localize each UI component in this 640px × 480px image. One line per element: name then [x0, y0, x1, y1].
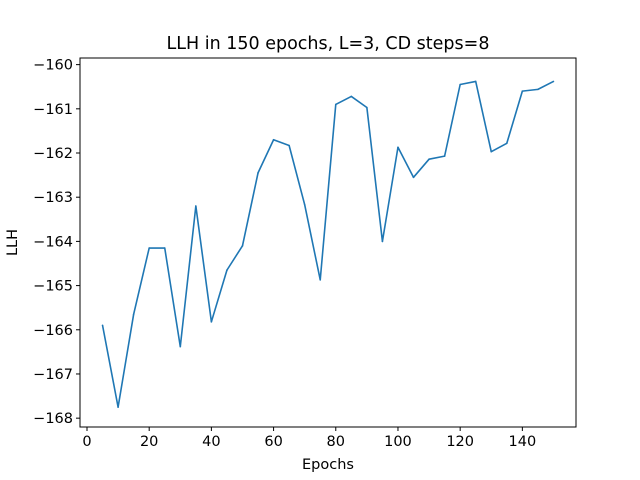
data-point: [195, 205, 197, 207]
data-point: [350, 95, 353, 98]
y-tick-label: −166: [33, 323, 73, 339]
data-point: [257, 172, 259, 174]
y-tick-label: −163: [33, 190, 73, 206]
data-point: [381, 240, 384, 243]
data-point: [552, 80, 555, 83]
axis-ticks: 0 20 40 60 80 100 120 140 −168 −167 −166 −165 −164 −1…: [33, 58, 536, 450]
data-point: [179, 345, 182, 348]
y-tick-label: −167: [33, 367, 73, 383]
chart-title: LLH in 150 epochs, L=3, CD steps=8: [167, 34, 490, 54]
y-tick-label: −165: [33, 279, 73, 295]
y-tick-label: −162: [33, 146, 73, 162]
data-point: [288, 144, 290, 147]
x-tick-label: 120: [446, 434, 474, 450]
data-point: [241, 245, 244, 247]
data-point: [474, 80, 477, 83]
data-point: [506, 142, 508, 145]
data-point: [366, 106, 368, 109]
y-axis-label: LLH: [5, 229, 21, 256]
data-point: [132, 313, 135, 316]
plot-frame: [79, 57, 577, 428]
series-line: [101, 80, 554, 408]
y-tick-label: −164: [33, 234, 73, 250]
x-tick-label: 80: [327, 434, 345, 450]
data-point: [148, 247, 150, 249]
data-point: [210, 321, 213, 323]
data-point: [490, 150, 493, 153]
data-point: [303, 203, 306, 206]
x-tick-label: 140: [509, 434, 537, 450]
x-axis-label: Epochs: [302, 457, 354, 473]
data-point: [334, 103, 337, 106]
data-point: [428, 158, 430, 160]
x-tick-label: 40: [202, 434, 220, 450]
series-group: [101, 80, 555, 408]
data-point: [117, 406, 119, 408]
data-point: [272, 138, 275, 141]
data-point: [163, 247, 166, 249]
data-point: [443, 155, 446, 157]
y-tick-label: −160: [33, 58, 73, 74]
data-point: [537, 88, 539, 91]
x-tick-label: 20: [140, 434, 158, 450]
x-tick-label: 100: [384, 434, 412, 450]
y-tick-label: −161: [33, 102, 73, 118]
data-point: [397, 146, 399, 149]
x-tick-label: 60: [264, 434, 282, 450]
data-point: [226, 269, 228, 271]
data-point: [319, 279, 322, 281]
data-point: [412, 176, 415, 179]
y-tick-label: −168: [33, 411, 73, 427]
data-point: [521, 90, 524, 92]
data-point: [101, 324, 104, 327]
data-point: [459, 83, 461, 86]
x-tick-label: 0: [82, 434, 91, 450]
